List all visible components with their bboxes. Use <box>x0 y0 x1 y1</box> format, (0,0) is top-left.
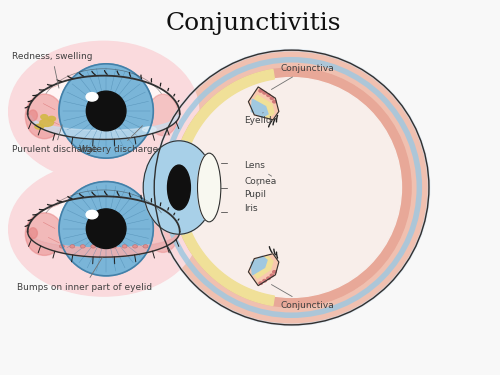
Ellipse shape <box>86 91 126 131</box>
Ellipse shape <box>263 92 266 94</box>
Ellipse shape <box>182 78 402 297</box>
Text: Conjunctiva: Conjunctiva <box>272 64 334 90</box>
Ellipse shape <box>270 97 274 99</box>
Polygon shape <box>176 69 274 160</box>
Ellipse shape <box>142 127 156 132</box>
Ellipse shape <box>170 151 209 224</box>
Text: Bumps on inner part of eyelid: Bumps on inner part of eyelid <box>16 258 152 292</box>
Polygon shape <box>28 196 180 257</box>
Text: Eyelid: Eyelid <box>244 112 272 125</box>
Text: Redness, swelling: Redness, swelling <box>12 52 92 88</box>
Ellipse shape <box>101 244 106 248</box>
Polygon shape <box>248 87 279 120</box>
Ellipse shape <box>59 182 154 276</box>
Ellipse shape <box>267 94 270 96</box>
Ellipse shape <box>122 244 127 248</box>
Ellipse shape <box>259 90 262 92</box>
Ellipse shape <box>198 153 221 222</box>
Ellipse shape <box>41 115 48 119</box>
Ellipse shape <box>272 271 276 273</box>
Polygon shape <box>252 256 273 278</box>
Polygon shape <box>252 256 267 275</box>
Polygon shape <box>252 95 274 118</box>
Ellipse shape <box>26 213 64 255</box>
Ellipse shape <box>59 64 154 158</box>
Ellipse shape <box>267 277 270 279</box>
Ellipse shape <box>40 119 54 126</box>
Ellipse shape <box>86 209 126 249</box>
Ellipse shape <box>168 165 190 210</box>
Ellipse shape <box>35 124 43 129</box>
Ellipse shape <box>86 93 98 101</box>
Ellipse shape <box>91 244 96 248</box>
Polygon shape <box>252 99 268 117</box>
Ellipse shape <box>8 162 198 296</box>
Ellipse shape <box>270 274 274 276</box>
Ellipse shape <box>148 94 178 136</box>
Ellipse shape <box>112 244 116 248</box>
Ellipse shape <box>8 41 198 182</box>
Polygon shape <box>176 215 274 306</box>
Text: Conjunctiva: Conjunctiva <box>272 285 334 310</box>
Text: Lens: Lens <box>244 161 272 176</box>
Text: Watery discharge: Watery discharge <box>79 126 158 154</box>
Ellipse shape <box>148 213 178 252</box>
Polygon shape <box>28 232 180 257</box>
Ellipse shape <box>60 244 64 248</box>
Text: Cornea: Cornea <box>244 177 276 186</box>
Polygon shape <box>28 114 180 140</box>
Ellipse shape <box>263 279 266 282</box>
Ellipse shape <box>28 110 38 121</box>
Ellipse shape <box>182 172 198 202</box>
Ellipse shape <box>70 244 75 248</box>
Ellipse shape <box>143 244 148 248</box>
Polygon shape <box>28 76 180 140</box>
Ellipse shape <box>259 282 262 284</box>
Text: Conjunctivitis: Conjunctivitis <box>166 12 341 34</box>
Ellipse shape <box>26 94 64 139</box>
Ellipse shape <box>132 244 138 248</box>
Text: Purulent discharge: Purulent discharge <box>12 125 97 154</box>
Polygon shape <box>248 254 279 286</box>
Text: Pupil: Pupil <box>244 190 266 200</box>
Ellipse shape <box>272 100 276 103</box>
Ellipse shape <box>172 68 411 307</box>
Ellipse shape <box>48 116 56 121</box>
Ellipse shape <box>28 228 38 238</box>
Ellipse shape <box>154 50 429 325</box>
Polygon shape <box>28 232 180 257</box>
Ellipse shape <box>86 210 98 219</box>
Ellipse shape <box>143 141 214 234</box>
Text: Iris: Iris <box>244 204 258 213</box>
Ellipse shape <box>80 244 85 248</box>
